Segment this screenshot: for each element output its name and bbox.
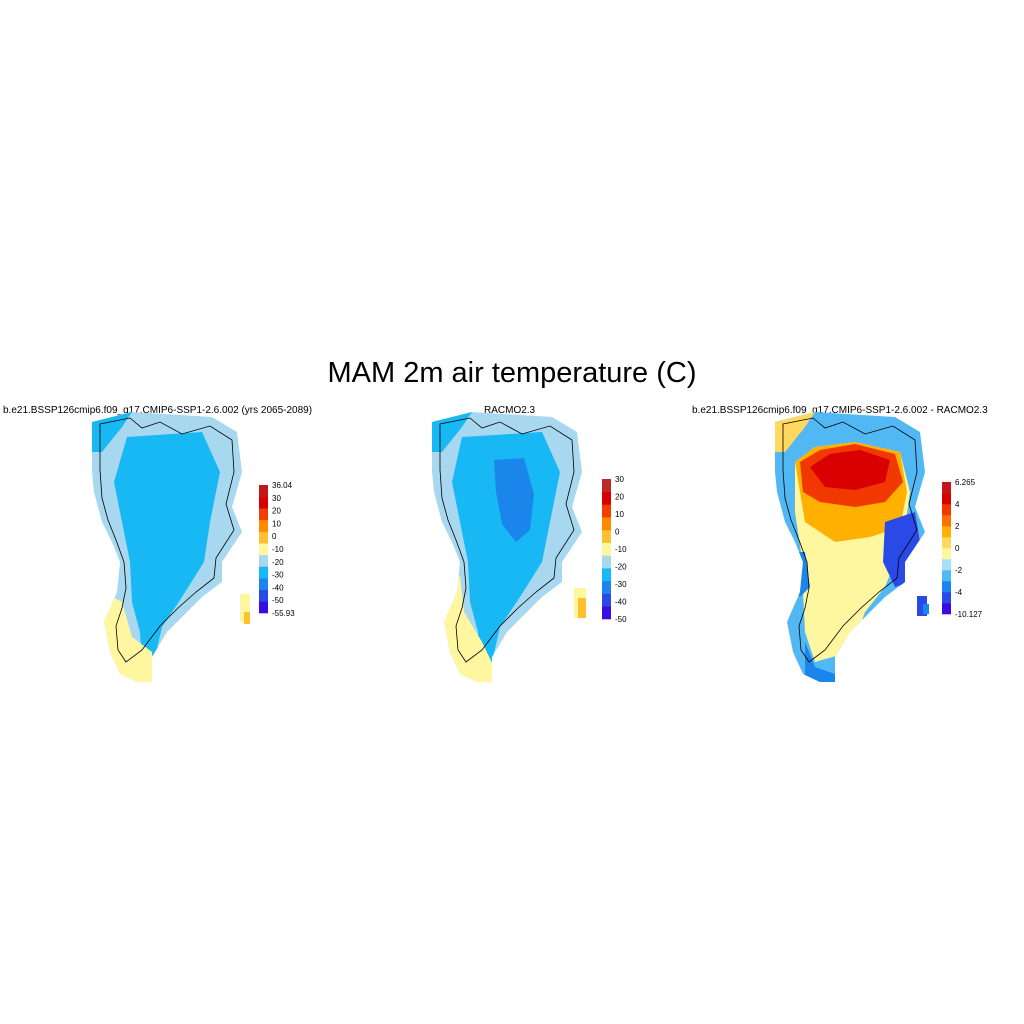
colorbar-tick-label: 4 bbox=[955, 500, 960, 509]
colorbar-tick-label: 0 bbox=[955, 544, 960, 553]
panel-title-diff: b.e21.BSSP126cmip6.f09_g17.CMIP6-SSP1-2.… bbox=[692, 405, 988, 416]
colorbar-swatch bbox=[259, 485, 268, 497]
colorbar-tick-label: -20 bbox=[615, 563, 627, 572]
colorbar-tick-label: 10 bbox=[272, 519, 281, 528]
colorbar-tick-label: 20 bbox=[272, 507, 281, 516]
colorbar-model: -55.93 -50 -40 -30 -20 -10 0 10 20 30 36.04 bbox=[259, 481, 295, 618]
colorbar-swatch bbox=[259, 496, 268, 509]
colorbar-tick-label: 36.04 bbox=[272, 481, 293, 490]
colorbar-swatch bbox=[602, 580, 611, 594]
colorbar-swatch bbox=[259, 554, 268, 567]
colorbar-swatch bbox=[602, 504, 611, 518]
colorbar-tick-label: -10.127 bbox=[955, 610, 983, 619]
colorbar-swatch bbox=[602, 517, 611, 531]
colorbar-swatch bbox=[942, 548, 951, 560]
colorbar-tick-label: 20 bbox=[615, 493, 624, 502]
colorbar-tick-label: 0 bbox=[272, 532, 277, 541]
colorbar-diff: -10.127 -4 -2 0 2 4 6.265 bbox=[942, 478, 983, 619]
colorbar-tick-label: -10 bbox=[615, 545, 627, 554]
colorbar-swatch bbox=[942, 570, 951, 582]
colorbar-swatch bbox=[259, 566, 268, 579]
colorbar-tick-label: -10 bbox=[272, 545, 284, 554]
map-obs bbox=[432, 412, 586, 682]
colorbar-swatch bbox=[942, 581, 951, 593]
panel-title-obs: RACMO2.3 bbox=[484, 405, 536, 416]
colorbar-swatch bbox=[942, 482, 951, 494]
colorbar-tick-label: -40 bbox=[615, 598, 627, 607]
colorbar-tick-label: -40 bbox=[272, 583, 284, 592]
colorbar-swatch bbox=[602, 555, 611, 569]
colorbar-swatch bbox=[259, 519, 268, 532]
colorbar-swatch bbox=[942, 504, 951, 516]
colorbar-swatch bbox=[259, 578, 268, 591]
colorbar-swatch bbox=[602, 529, 611, 543]
colorbar-tick-label: -50 bbox=[615, 615, 627, 624]
colorbar-swatch bbox=[602, 568, 611, 582]
colorbar-swatch bbox=[942, 592, 951, 604]
colorbar-tick-label: 30 bbox=[272, 494, 281, 503]
colorbar-tick-label: -30 bbox=[615, 580, 627, 589]
colorbar-tick-label: 2 bbox=[955, 522, 960, 531]
colorbar-swatch bbox=[259, 531, 268, 544]
colorbar-swatch bbox=[602, 491, 611, 505]
figure-title: MAM 2m air temperature (C) bbox=[327, 357, 697, 389]
colorbar-swatch bbox=[942, 559, 951, 571]
colorbar-swatch bbox=[942, 526, 951, 538]
colorbar-swatch bbox=[942, 493, 951, 505]
colorbar-swatch bbox=[259, 601, 268, 614]
colorbar-swatch bbox=[602, 606, 611, 620]
colorbar-tick-label: -30 bbox=[272, 571, 284, 580]
panel-title-model: b.e21.BSSP126cmip6.f09_g17.CMIP6-SSP1-2.… bbox=[3, 405, 313, 416]
colorbar-tick-label: -55.93 bbox=[272, 609, 295, 618]
colorbar-swatch bbox=[259, 543, 268, 556]
map-diff bbox=[775, 412, 929, 682]
colorbar-tick-label: 30 bbox=[615, 475, 624, 484]
map-model bbox=[92, 412, 250, 682]
colorbar-swatch bbox=[259, 508, 268, 521]
colorbar-tick-label: 6.265 bbox=[955, 478, 976, 487]
colorbar-tick-label: -20 bbox=[272, 558, 284, 567]
colorbar-swatch bbox=[259, 589, 268, 602]
colorbar-swatch bbox=[602, 542, 611, 556]
colorbar-swatch bbox=[602, 593, 611, 607]
colorbar-swatch bbox=[602, 479, 611, 493]
colorbar-tick-label: -2 bbox=[955, 566, 963, 575]
colorbar-swatch bbox=[942, 537, 951, 549]
colorbar-tick-label: -50 bbox=[272, 596, 284, 605]
colorbar-tick-label: 10 bbox=[615, 510, 624, 519]
colorbar-swatch bbox=[942, 603, 951, 615]
colorbar-swatch bbox=[942, 515, 951, 527]
colorbar-tick-label: -4 bbox=[955, 588, 963, 597]
colorbar-obs: -50 -40 -30 -20 -10 0 10 20 30 bbox=[602, 475, 627, 624]
colorbar-tick-label: 0 bbox=[615, 528, 620, 537]
